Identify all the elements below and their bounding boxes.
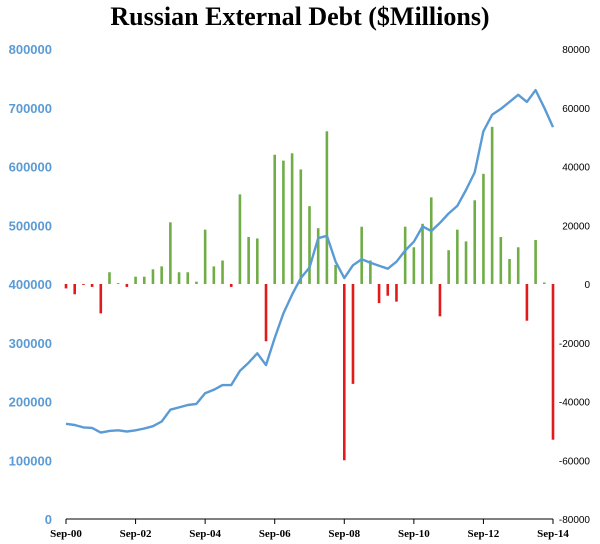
bar bbox=[429, 197, 433, 284]
x-tick-label: Sep-08 bbox=[328, 528, 360, 540]
bar bbox=[82, 284, 85, 285]
y-left-tick-label: 300000 bbox=[9, 336, 52, 351]
y-left-tick-label: 800000 bbox=[9, 42, 52, 57]
bar bbox=[134, 276, 137, 284]
bar bbox=[299, 169, 303, 284]
bar bbox=[534, 239, 537, 284]
bar bbox=[186, 272, 190, 284]
y-left-tick-label: 600000 bbox=[9, 160, 52, 175]
x-tick-label: Sep-14 bbox=[537, 528, 569, 540]
y-right-tick-label: 40000 bbox=[562, 163, 590, 174]
y-left-tick-label: 400000 bbox=[9, 277, 52, 292]
line-series bbox=[65, 88, 555, 434]
bar bbox=[212, 266, 216, 284]
x-tick-label: Sep-04 bbox=[189, 528, 221, 540]
y-right-tick-label: 20000 bbox=[562, 221, 590, 232]
bar bbox=[516, 247, 520, 284]
bar bbox=[247, 237, 250, 284]
bar bbox=[308, 206, 311, 284]
bar bbox=[264, 284, 268, 342]
x-tick-label: Sep-02 bbox=[120, 528, 152, 540]
x-tick-label: Sep-00 bbox=[50, 528, 82, 540]
bar bbox=[412, 247, 416, 284]
bar bbox=[447, 250, 450, 284]
bar bbox=[438, 284, 442, 317]
bar bbox=[221, 260, 224, 284]
x-tick-label: Sep-06 bbox=[259, 528, 291, 540]
bar bbox=[273, 154, 277, 284]
y-left-tick-label: 200000 bbox=[9, 395, 52, 410]
bar bbox=[169, 222, 172, 284]
bar bbox=[403, 226, 407, 284]
bar bbox=[490, 126, 494, 284]
bar bbox=[282, 160, 285, 284]
bar bbox=[525, 284, 529, 321]
bar bbox=[473, 200, 477, 284]
bar bbox=[482, 173, 485, 284]
bar bbox=[316, 228, 320, 284]
y-right-tick-label: -20000 bbox=[559, 339, 591, 350]
bar bbox=[116, 283, 120, 284]
y-right-tick-label: -60000 bbox=[559, 456, 591, 467]
bar bbox=[342, 284, 346, 461]
bar bbox=[325, 131, 329, 284]
x-tick-label: Sep-10 bbox=[398, 528, 430, 540]
y-right-tick-label: 60000 bbox=[562, 104, 590, 115]
bar bbox=[151, 269, 155, 284]
bar bbox=[108, 272, 111, 284]
bar bbox=[543, 282, 546, 284]
bar bbox=[125, 284, 129, 287]
axes bbox=[65, 518, 554, 524]
y-right-tick-label: 80000 bbox=[562, 45, 590, 56]
bar bbox=[160, 266, 163, 284]
bar bbox=[377, 284, 381, 304]
y-left-tick-label: 500000 bbox=[9, 218, 52, 233]
bar bbox=[351, 284, 355, 384]
bar bbox=[464, 241, 468, 284]
bar bbox=[386, 284, 390, 296]
bar-series bbox=[64, 126, 555, 461]
bar bbox=[360, 226, 363, 284]
bar bbox=[238, 194, 242, 284]
bar bbox=[177, 272, 181, 284]
y-right-tick-label: -40000 bbox=[559, 398, 591, 409]
y-left-tick-label: 0 bbox=[45, 512, 52, 527]
bar bbox=[395, 284, 398, 302]
chart-title: Russian External Debt ($Millions) bbox=[110, 2, 490, 31]
y-left-tick-label: 700000 bbox=[9, 101, 52, 116]
bar bbox=[99, 284, 103, 314]
y-right-tick-label: 0 bbox=[584, 280, 590, 291]
tick-labels: Sep-00 Sep-02 Sep-04 Sep-06 Sep-08 Sep-10 Sep-… bbox=[9, 42, 591, 540]
debt-line bbox=[65, 88, 555, 434]
bar bbox=[508, 259, 511, 284]
bar bbox=[142, 276, 146, 284]
bar bbox=[334, 264, 337, 284]
bar bbox=[90, 284, 94, 287]
y-left-tick-label: 100000 bbox=[9, 453, 52, 468]
bar bbox=[421, 223, 424, 284]
bar bbox=[256, 238, 259, 284]
bar bbox=[290, 153, 294, 284]
bar bbox=[369, 260, 372, 284]
bar bbox=[195, 281, 198, 284]
bar bbox=[499, 237, 503, 284]
bar bbox=[64, 284, 68, 289]
bar bbox=[73, 284, 76, 295]
bar bbox=[456, 229, 459, 284]
bar bbox=[229, 284, 233, 287]
bar bbox=[551, 284, 555, 440]
x-tick-label: Sep-12 bbox=[468, 528, 500, 540]
y-right-tick-label: -80000 bbox=[559, 515, 591, 526]
bar bbox=[203, 229, 207, 284]
